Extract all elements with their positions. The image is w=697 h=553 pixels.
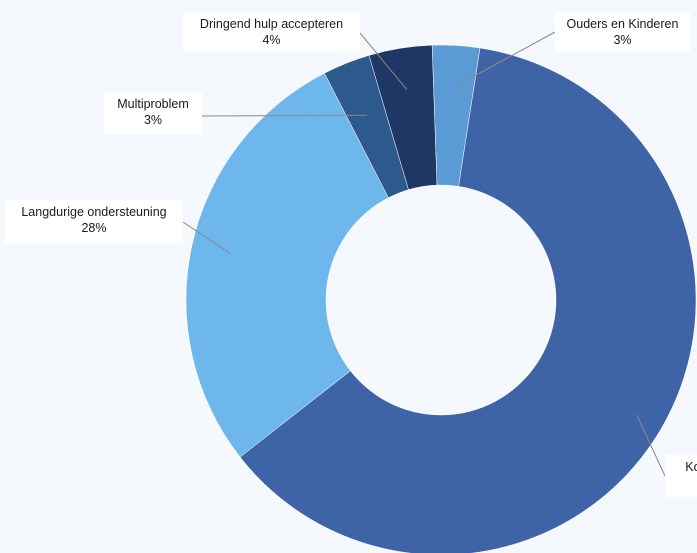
callout-box-langdurige-ondersteuning	[5, 200, 183, 244]
slice-percent-dringend-hulp-accepteren: 4%	[262, 33, 280, 47]
callout-ouders-en-kinderen: Ouders en Kinderen 3%	[555, 12, 690, 52]
slice-label-ouders-en-kinderen: Ouders en Kinderen	[567, 17, 679, 31]
slice-label-langdurige-ondersteuning: Langdurige ondersteuning	[21, 205, 166, 219]
slice-kor	[239, 47, 697, 553]
slice-label-kor: Kor	[685, 460, 697, 474]
leader-line-kor	[636, 414, 666, 477]
callout-box-multiproblem	[104, 92, 202, 134]
slice-percent-multiproblem: 3%	[144, 113, 162, 127]
slice-dringend-hulp-accepteren	[368, 44, 438, 190]
callout-dringend-hulp-accepteren: Dringend hulp accepteren 4%	[183, 12, 360, 52]
slice-percent-langdurige-ondersteuning: 28%	[81, 221, 106, 235]
callout-multiproblem: Multiproblem 3%	[104, 92, 202, 134]
slice-label-dringend-hulp-accepteren: Dringend hulp accepteren	[200, 17, 343, 31]
callout-box-ouders-en-kinderen	[555, 12, 690, 52]
slice-langdurige-ondersteuning	[185, 72, 389, 458]
leader-line-multiproblem	[201, 114, 368, 117]
callout-langdurige-ondersteuning: Langdurige ondersteuning 28%	[5, 200, 183, 244]
leader-line-langdurige-ondersteuning	[182, 221, 231, 255]
leader-line-dringend-hulp-accepteren	[359, 32, 408, 91]
callout-kor: Kor	[665, 455, 697, 497]
slice-percent-ouders-en-kinderen: 3%	[613, 33, 631, 47]
slice-label-multiproblem: Multiproblem	[117, 97, 189, 111]
leader-line-ouders-en-kinderen	[453, 31, 556, 88]
callout-box-dringend-hulp-accepteren	[183, 12, 360, 52]
callout-box-kor	[665, 455, 697, 497]
